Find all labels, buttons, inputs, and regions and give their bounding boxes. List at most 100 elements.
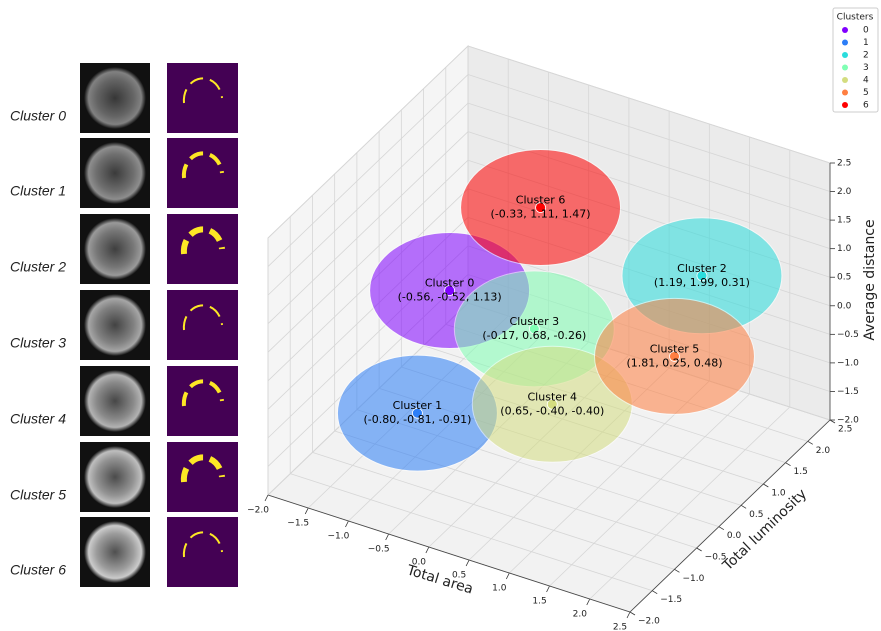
tick-mark: [386, 534, 389, 540]
tick-mark: [830, 420, 835, 423]
annotation: (-0.56, -0.52, 1.13): [398, 291, 502, 304]
tick-mark: [719, 527, 724, 530]
annotation: (-0.80, -0.81, -0.91): [363, 413, 471, 426]
annotation: (-0.33, 1.11, 1.47): [491, 208, 591, 221]
legend-label: 5: [863, 88, 869, 98]
y-tick-label: −1.5: [660, 595, 682, 605]
z-tick-label: 2.0: [837, 187, 852, 197]
tick-mark: [674, 569, 679, 572]
mask: [167, 366, 238, 436]
annotation: Cluster 2: [677, 262, 727, 275]
annotation: Cluster 0: [425, 277, 475, 290]
x-axis-title: Total area: [404, 562, 475, 598]
photo-lens: [84, 370, 146, 432]
y-tick-label: 1.5: [794, 467, 808, 477]
photo-lens: [84, 446, 146, 508]
tick-mark: [630, 612, 635, 615]
photo-lens: [84, 521, 146, 583]
tick-mark: [763, 484, 768, 487]
y-tick-label: 0.0: [727, 531, 742, 541]
x-tick-label: −0.5: [368, 545, 390, 555]
z-axis-title: Average distance: [862, 219, 878, 340]
tick-mark: [506, 573, 509, 579]
z-tick-label: −0.5: [837, 330, 859, 340]
legend-box: [833, 8, 878, 112]
tick-mark: [808, 441, 813, 444]
annotation: Cluster 5: [650, 342, 700, 355]
tick-mark: [627, 612, 630, 618]
figure: Cluster 0 Cluster 1 Cluster 2 Cluster 3 Clus…: [0, 0, 881, 631]
tick-mark: [265, 495, 268, 501]
z-tick-label: 1.0: [837, 244, 852, 254]
photo-lens: [84, 294, 146, 356]
y-tick-label: 2.0: [816, 446, 831, 456]
x-tick-label: −2.0: [247, 506, 269, 516]
y-tick-label: 0.5: [749, 510, 763, 520]
legend-swatch: [842, 27, 848, 33]
annotation: Cluster 6: [516, 194, 566, 207]
legend-label: 6: [863, 101, 869, 111]
tick-mark: [697, 548, 702, 551]
legend-label: 2: [863, 51, 869, 61]
legend-swatch: [842, 102, 848, 108]
annotation: Cluster 1: [393, 399, 443, 412]
cluster-label: Cluster 3: [10, 335, 66, 351]
z-tick-label: −1.0: [837, 358, 859, 368]
tick-mark: [547, 586, 550, 592]
photo-lens: [84, 142, 146, 204]
z-tick-label: 0.0: [837, 301, 852, 311]
tick-mark: [741, 505, 746, 508]
x-tick-label: 1.0: [492, 584, 507, 594]
cluster-label: Cluster 1: [10, 183, 66, 199]
tick-mark: [345, 521, 348, 527]
y-tick-label: −1.0: [682, 574, 704, 584]
y-tick-label: 1.0: [771, 489, 786, 499]
z-tick-label: −2.0: [837, 416, 859, 426]
legend-swatch: [842, 90, 848, 96]
legend-swatch: [842, 77, 848, 83]
x-tick-label: 1.5: [532, 597, 546, 607]
annotation: (1.19, 1.99, 0.31): [654, 276, 750, 289]
y-tick-label: 2.5: [838, 425, 852, 435]
photo-lens: [84, 67, 146, 129]
cluster-label: Cluster 2: [10, 259, 66, 275]
annotation: Cluster 4: [528, 390, 578, 403]
tick-mark: [786, 463, 791, 466]
legend-label: 3: [863, 63, 869, 73]
x-tick-label: 2.0: [573, 610, 588, 620]
mask: [167, 517, 238, 587]
legend-swatch: [842, 65, 848, 71]
annotation: (0.65, -0.40, -0.40): [500, 404, 604, 417]
legend-label: 4: [863, 76, 869, 86]
cluster-label: Cluster 4: [10, 411, 66, 427]
mask: [167, 290, 238, 360]
x-tick-label: 2.5: [613, 623, 627, 631]
tick-mark: [652, 591, 657, 594]
z-tick-label: 2.5: [837, 159, 851, 169]
legend-label: 1: [863, 38, 869, 48]
y-tick-label: −2.0: [638, 617, 660, 627]
legend-swatch: [842, 52, 848, 58]
tick-mark: [426, 547, 429, 553]
cluster-label: Cluster 0: [10, 108, 66, 124]
z-tick-label: 1.5: [837, 216, 851, 226]
annotation: Cluster 3: [510, 315, 560, 328]
z-tick-label: 0.5: [837, 273, 851, 283]
mask: [167, 442, 238, 512]
tick-mark: [587, 599, 590, 605]
mask: [167, 214, 238, 284]
mask: [167, 138, 238, 208]
x-tick-label: −1.0: [328, 532, 350, 542]
tick-mark: [466, 560, 469, 566]
x-tick-label: −1.5: [287, 519, 309, 529]
mask: [167, 63, 238, 133]
legend-title: Clusters: [837, 13, 874, 23]
cluster-label: Cluster 5: [10, 487, 66, 503]
z-tick-label: −1.5: [837, 387, 859, 397]
legend-swatch: [842, 40, 848, 46]
tick-mark: [305, 508, 308, 514]
annotation: (-0.17, 0.68, -0.26): [482, 329, 586, 342]
legend-label: 0: [863, 26, 869, 36]
annotation: (1.81, 0.25, 0.48): [626, 356, 722, 369]
photo-lens: [84, 218, 146, 280]
